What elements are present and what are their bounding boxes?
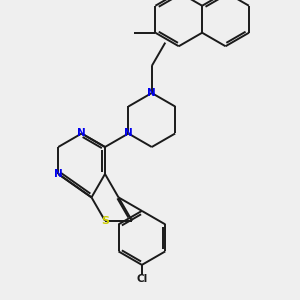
Text: N: N	[124, 128, 133, 139]
Text: N: N	[147, 88, 156, 98]
Text: S: S	[101, 216, 109, 226]
Text: Cl: Cl	[136, 274, 148, 284]
Text: N: N	[54, 169, 63, 179]
Text: N: N	[77, 128, 86, 139]
